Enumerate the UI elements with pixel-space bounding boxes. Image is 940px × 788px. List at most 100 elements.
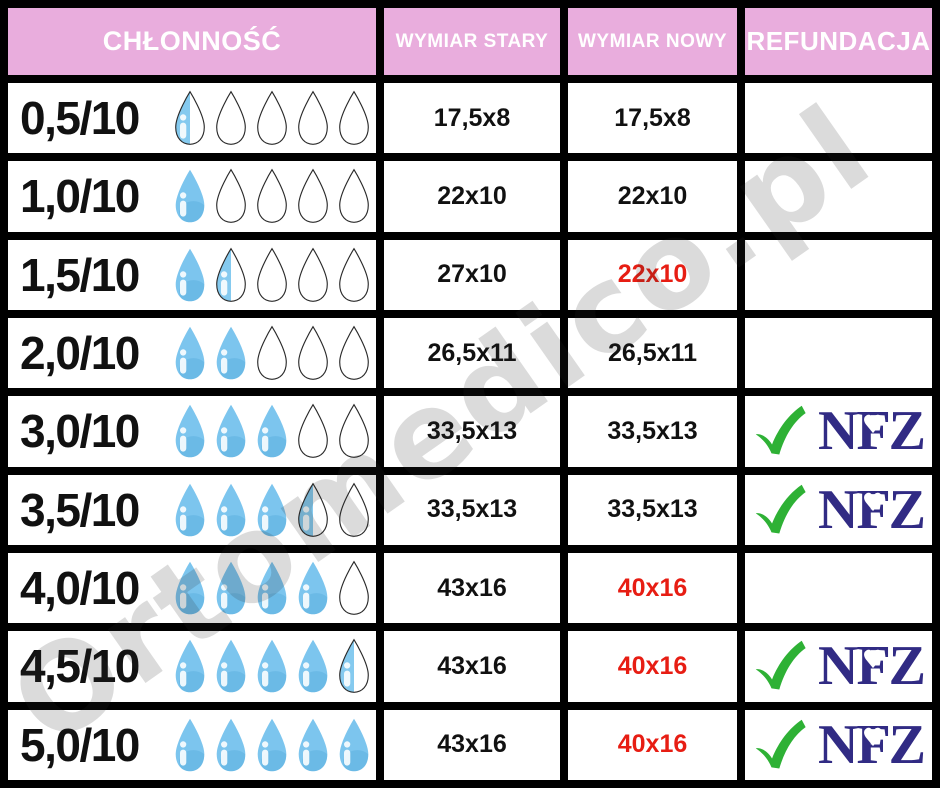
- drop-full-icon: [216, 640, 246, 693]
- drop-empty-icon: [298, 404, 328, 459]
- checkmark-icon: [755, 484, 806, 534]
- nfz-logo: N F ♥ Z: [817, 400, 926, 463]
- new-size-cell: 40x16: [568, 631, 737, 702]
- drop-empty-icon: [339, 90, 369, 146]
- drop-empty-icon: [339, 482, 369, 537]
- new-size-cell: 33,5x13: [568, 474, 737, 545]
- drop-rating: [170, 481, 374, 539]
- new-size-value: 22x10: [617, 260, 688, 289]
- drop-full-icon: [175, 718, 205, 772]
- new-size-value: 40x16: [617, 573, 688, 602]
- drop-full-icon: [298, 561, 328, 615]
- nfz-letter: F ♥: [856, 713, 890, 776]
- absorbency-label: 4,5/10: [20, 640, 140, 693]
- drop-empty-icon: [257, 169, 287, 224]
- nfz-letter: F ♥: [856, 635, 890, 698]
- drop-full-icon: [175, 170, 205, 223]
- drop-full-icon: [257, 718, 287, 772]
- refund-cell: N F ♥ Z: [745, 396, 932, 467]
- heart-icon: ♥: [861, 723, 884, 753]
- absorbency-cell: 1,0/10: [8, 161, 376, 232]
- old-size-value: 33,5x13: [426, 416, 518, 445]
- old-size-value: 43x16: [437, 573, 507, 602]
- drop-full-icon: [216, 483, 246, 537]
- drop-rating: [170, 324, 374, 382]
- drop-rating: [170, 637, 374, 695]
- refund-cell: [745, 318, 932, 389]
- drop-rating: [170, 402, 374, 460]
- drop-half-icon: [298, 482, 328, 537]
- drop-full-icon: [216, 718, 246, 772]
- absorbency-label: 3,5/10: [20, 483, 140, 536]
- drop-half-icon: [339, 639, 369, 694]
- drop-half-icon: [175, 90, 205, 146]
- drop-empty-icon: [257, 90, 287, 146]
- drop-rating: [170, 716, 374, 774]
- header-new-size: WYMIAR NOWY: [568, 8, 737, 75]
- absorbency-cell: 3,0/10: [8, 396, 376, 467]
- old-size-cell: 17,5x8: [384, 83, 560, 154]
- old-size-cell: 43x16: [384, 709, 560, 780]
- nfz-logo: N F ♥ Z: [818, 635, 926, 698]
- old-size-value: 43x16: [437, 651, 507, 680]
- drop-rating: [170, 167, 374, 225]
- drop-half-icon: [216, 247, 246, 302]
- refund-cell: [745, 239, 932, 310]
- drop-rating: [170, 559, 374, 617]
- new-size-cell: 26,5x11: [568, 318, 737, 389]
- drop-full-icon: [175, 405, 205, 458]
- header-old-size: WYMIAR STARY: [384, 8, 560, 75]
- drop-empty-icon: [339, 404, 369, 459]
- absorbency-cell: 4,0/10: [8, 553, 376, 624]
- refund-cell: [745, 83, 932, 154]
- old-size-cell: 26,5x11: [384, 318, 560, 389]
- new-size-value: 33,5x13: [607, 495, 698, 524]
- heart-icon: ♥: [861, 644, 884, 674]
- new-size-value: 40x16: [617, 651, 688, 680]
- heart-icon: ♥: [861, 488, 884, 518]
- checkmark-icon: [755, 406, 806, 456]
- absorbency-cell: 0,5/10: [8, 83, 376, 154]
- drop-empty-icon: [298, 169, 328, 224]
- old-size-value: 17,5x8: [433, 103, 511, 132]
- drop-full-icon: [175, 483, 205, 537]
- drop-full-icon: [175, 326, 205, 380]
- old-size-cell: 43x16: [384, 553, 560, 624]
- nfz-letter: Z: [888, 400, 926, 463]
- absorbency-label: 3,0/10: [20, 405, 140, 458]
- drop-empty-icon: [257, 247, 287, 302]
- drop-full-icon: [298, 718, 328, 772]
- drop-empty-icon: [298, 247, 328, 302]
- new-size-value: 26,5x11: [608, 338, 697, 367]
- drop-empty-icon: [339, 169, 369, 224]
- absorbency-label: 0,5/10: [20, 92, 140, 145]
- drop-full-icon: [257, 640, 287, 693]
- absorbency-cell: 3,5/10: [8, 474, 376, 545]
- nfz-letter: N: [817, 400, 858, 463]
- old-size-cell: 22x10: [384, 161, 560, 232]
- old-size-value: 22x10: [437, 181, 507, 210]
- checkmark-icon: [755, 719, 806, 769]
- absorbency-cell: 2,0/10: [8, 318, 376, 389]
- drop-full-icon: [216, 405, 246, 458]
- drop-empty-icon: [298, 325, 328, 381]
- drop-empty-icon: [339, 325, 369, 381]
- header-absorbency: CHŁONNOŚĆ: [8, 8, 376, 75]
- drop-empty-icon: [339, 247, 369, 302]
- nfz-logo: N F ♥ Z: [818, 713, 926, 776]
- nfz-logo: N F ♥ Z: [818, 482, 926, 538]
- drop-full-icon: [257, 561, 287, 615]
- refund-cell: [745, 553, 932, 624]
- drop-empty-icon: [216, 90, 246, 146]
- drop-empty-icon: [339, 560, 369, 616]
- new-size-cell: 22x10: [568, 161, 737, 232]
- drop-rating: [170, 89, 374, 147]
- header-refund: REFUNDACJA: [745, 8, 932, 75]
- new-size-value: 17,5x8: [614, 103, 691, 132]
- refund-cell: N F ♥ Z: [745, 631, 932, 702]
- drop-full-icon: [216, 561, 246, 615]
- drop-empty-icon: [216, 169, 246, 224]
- new-size-value: 22x10: [617, 181, 688, 210]
